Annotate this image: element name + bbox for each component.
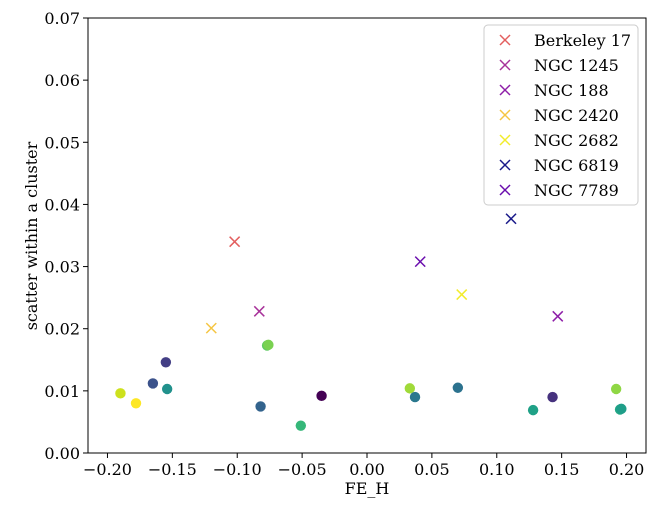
plot-marks xyxy=(115,213,627,431)
element-point xyxy=(295,420,307,431)
cluster-marker-stroke-b xyxy=(229,236,241,248)
element-point xyxy=(161,383,173,395)
legend-marker-stroke-b xyxy=(499,84,511,96)
x-tick-label: 0.20 xyxy=(609,460,645,479)
element-point xyxy=(404,383,416,394)
element-point xyxy=(616,403,627,415)
x-tick-label: −0.20 xyxy=(83,460,132,479)
element-point xyxy=(255,401,266,412)
y-tick-label: 0.04 xyxy=(44,195,80,214)
legend-marker xyxy=(499,134,511,146)
legend-label: NGC 7789 xyxy=(534,181,619,200)
legend-marker-stroke-b xyxy=(499,34,511,46)
legend-marker-stroke-b xyxy=(499,184,511,196)
element-point xyxy=(115,388,126,399)
cluster-marker xyxy=(456,289,468,301)
y-axis-ticks: 0.00 0.01 0.02 0.03 0.04 0.05 0.06 0.07 xyxy=(44,9,88,463)
y-tick-label: 0.07 xyxy=(44,9,80,28)
element-point xyxy=(147,378,159,389)
cluster-marker-stroke-b xyxy=(205,322,217,334)
y-tick-label: 0.00 xyxy=(44,444,80,463)
legend-marker-stroke-b xyxy=(499,109,511,121)
element-point xyxy=(547,391,558,403)
cluster-marker xyxy=(505,213,517,225)
element-point xyxy=(610,383,622,395)
legend-marker-stroke-b xyxy=(499,159,511,171)
legend-frame xyxy=(483,24,639,206)
legend-label: NGC 6819 xyxy=(534,156,619,175)
x-tick-label: −0.05 xyxy=(278,460,327,479)
legend-marker xyxy=(499,159,511,171)
legend-marker xyxy=(499,34,511,46)
legend-marker xyxy=(499,184,511,196)
cluster-marker-stroke-b xyxy=(414,256,426,268)
x-axis-ticks: −0.20 −0.15 −0.10 −0.05 0.00 0.05 0.10 0.15 0.20 xyxy=(83,453,644,479)
y-tick-label: 0.03 xyxy=(44,258,80,277)
cluster-marker xyxy=(253,305,265,317)
legend-label: NGC 2682 xyxy=(534,131,619,150)
legend-marker-stroke-b xyxy=(499,134,511,146)
legend-marker-stroke-b xyxy=(499,59,511,71)
x-tick-label: −0.10 xyxy=(213,460,262,479)
element-point xyxy=(263,339,274,351)
legend-label: NGC 188 xyxy=(534,81,609,100)
element-point xyxy=(130,398,142,409)
y-tick-label: 0.06 xyxy=(44,71,80,90)
cluster-marker xyxy=(229,236,241,248)
cluster-marker xyxy=(205,322,217,334)
x-tick-label: 0.00 xyxy=(349,460,385,479)
x-axis-label: FE_H xyxy=(345,479,390,498)
element-point xyxy=(160,357,172,368)
cluster-marker-stroke-b xyxy=(456,289,468,301)
y-tick-label: 0.01 xyxy=(44,382,80,401)
x-tick-label: −0.15 xyxy=(148,460,197,479)
cluster-marker xyxy=(552,310,564,322)
legend-marker xyxy=(499,59,511,71)
cluster-marker-stroke-b xyxy=(552,310,564,322)
legend-label: Berkeley 17 xyxy=(534,31,631,50)
element-point xyxy=(409,391,421,403)
y-tick-label: 0.05 xyxy=(44,133,80,152)
element-point xyxy=(527,404,539,416)
legend-label: NGC 1245 xyxy=(534,56,619,75)
legend-marker xyxy=(499,84,511,96)
x-tick-label: 0.10 xyxy=(479,460,515,479)
y-tick-label: 0.02 xyxy=(44,320,80,339)
element-point xyxy=(452,382,464,393)
cluster-marker xyxy=(414,256,426,268)
cluster-marker-stroke-b xyxy=(253,305,265,317)
legend-marker xyxy=(499,109,511,121)
legend-label: NGC 2420 xyxy=(534,106,619,125)
legend: Berkeley 17 NGC 1245 NGC 188 NGC 2420 NGC 26… xyxy=(483,24,639,206)
y-axis-label: scatter within a cluster xyxy=(22,141,41,330)
element-point xyxy=(316,390,327,402)
x-tick-label: 0.05 xyxy=(414,460,450,479)
x-tick-label: 0.15 xyxy=(544,460,580,479)
cluster-marker-stroke-b xyxy=(505,213,517,225)
